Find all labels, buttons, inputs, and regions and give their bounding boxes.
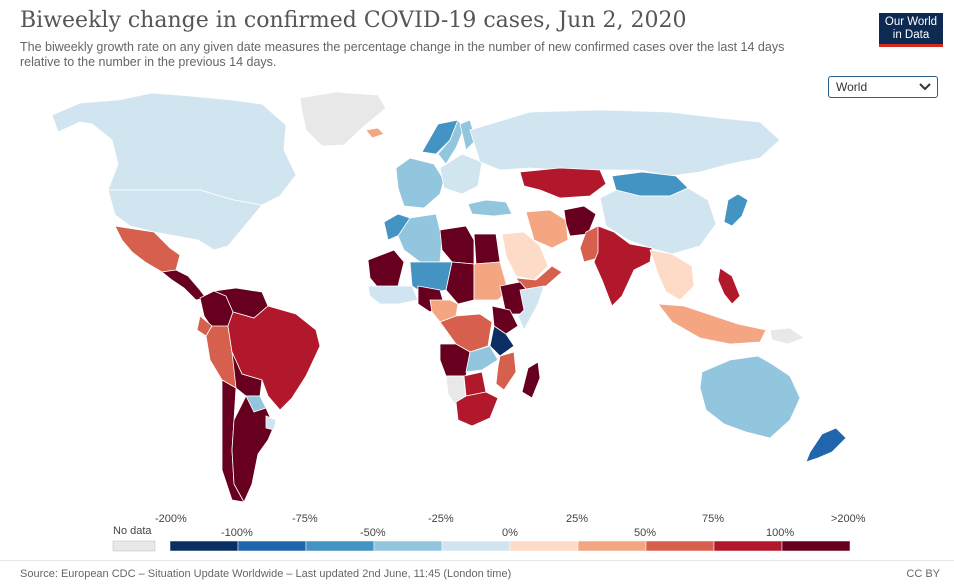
license-link[interactable]: CC BY (906, 568, 940, 580)
map-region-western-europe[interactable] (395, 157, 445, 209)
legend-no-data-label: No data (113, 525, 152, 537)
map-region-somalia[interactable] (517, 285, 545, 331)
map-region-kenya[interactable] (491, 305, 519, 335)
map-region-uruguay[interactable] (265, 415, 277, 431)
chart-title: Biweekly change in confirmed COVID-19 ca… (20, 8, 687, 33)
map-region-iran[interactable] (525, 209, 569, 249)
map-region-mali[interactable] (367, 249, 405, 291)
region-select[interactable]: World (828, 76, 938, 98)
map-region-greenland[interactable] (299, 91, 387, 147)
legend-label-lower: 50% (634, 527, 657, 539)
map-region-canada[interactable] (51, 92, 297, 206)
legend-label-upper: -200% (155, 513, 187, 525)
legend-no-data-swatch (112, 540, 156, 552)
footer-divider (0, 560, 954, 561)
map-region-mozambique[interactable] (495, 351, 517, 391)
legend-label-lower: 100% (766, 527, 795, 539)
legend-label-lower: 0% (502, 527, 518, 539)
legend-label-lower: -100% (221, 527, 253, 539)
map-region-australia[interactable] (699, 355, 801, 439)
map-region-japan[interactable] (723, 193, 749, 227)
legend-label-upper: 25% (566, 513, 589, 525)
map-region-west-africa-coast[interactable] (367, 285, 419, 305)
map-region-philippines[interactable] (717, 267, 741, 305)
map-region-libya[interactable] (439, 225, 475, 265)
map-region-south-africa[interactable] (455, 391, 499, 427)
map-region-saudi-arabia[interactable] (501, 231, 549, 281)
legend-swatch[interactable] (373, 540, 443, 552)
map-region-argentina[interactable] (231, 395, 275, 503)
map-region-eastern-europe[interactable] (439, 153, 483, 195)
legend-swatch[interactable] (237, 540, 307, 552)
map-region-algeria[interactable] (397, 213, 443, 263)
map-region-southeast-asia[interactable] (649, 249, 695, 301)
map-region-turkey[interactable] (467, 199, 513, 217)
map-region-zambia[interactable] (465, 345, 499, 373)
legend-swatch[interactable] (781, 540, 851, 552)
map-region-brazil[interactable] (227, 305, 321, 411)
legend-label-upper: -75% (292, 513, 318, 525)
map-region-egypt[interactable] (473, 233, 501, 265)
legend-label-upper: >200% (831, 513, 866, 525)
chevron-down-icon (919, 83, 931, 91)
map-region-madagascar[interactable] (521, 361, 541, 399)
map-region-kazakhstan[interactable] (519, 167, 607, 199)
map-region-india[interactable] (593, 225, 653, 307)
map-region-central-america[interactable] (161, 269, 207, 301)
source-note: Source: European CDC – Situation Update … (20, 568, 512, 580)
owid-logo[interactable]: Our World in Data (879, 13, 943, 47)
map-region-new-zealand[interactable] (805, 427, 847, 463)
logo-accent-bar (879, 44, 943, 47)
legend-swatch[interactable] (713, 540, 783, 552)
legend-swatch[interactable] (169, 540, 239, 552)
legend-swatch[interactable] (509, 540, 579, 552)
legend-swatch[interactable] (645, 540, 715, 552)
legend-swatch[interactable] (577, 540, 647, 552)
map-region-russia[interactable] (469, 109, 781, 177)
legend-swatch[interactable] (305, 540, 375, 552)
map-region-tanzania[interactable] (489, 325, 515, 357)
region-select-value: World (836, 80, 868, 94)
map-region-china[interactable] (599, 187, 717, 255)
map-region-papua-new-guinea[interactable] (769, 327, 805, 345)
map-region-iceland[interactable] (365, 127, 385, 139)
legend-label-upper: 75% (702, 513, 725, 525)
chart-subtitle: The biweekly growth rate on any given da… (20, 40, 785, 69)
map-region-chad[interactable] (445, 261, 475, 305)
logo-line-2: in Data (892, 29, 930, 41)
legend-swatch[interactable] (441, 540, 511, 552)
map-region-united-states[interactable] (107, 189, 263, 251)
map-region-indonesia[interactable] (657, 303, 767, 345)
legend-label-lower: -50% (360, 527, 386, 539)
logo-line-1: Our World (884, 16, 938, 28)
legend-label-upper: -25% (428, 513, 454, 525)
